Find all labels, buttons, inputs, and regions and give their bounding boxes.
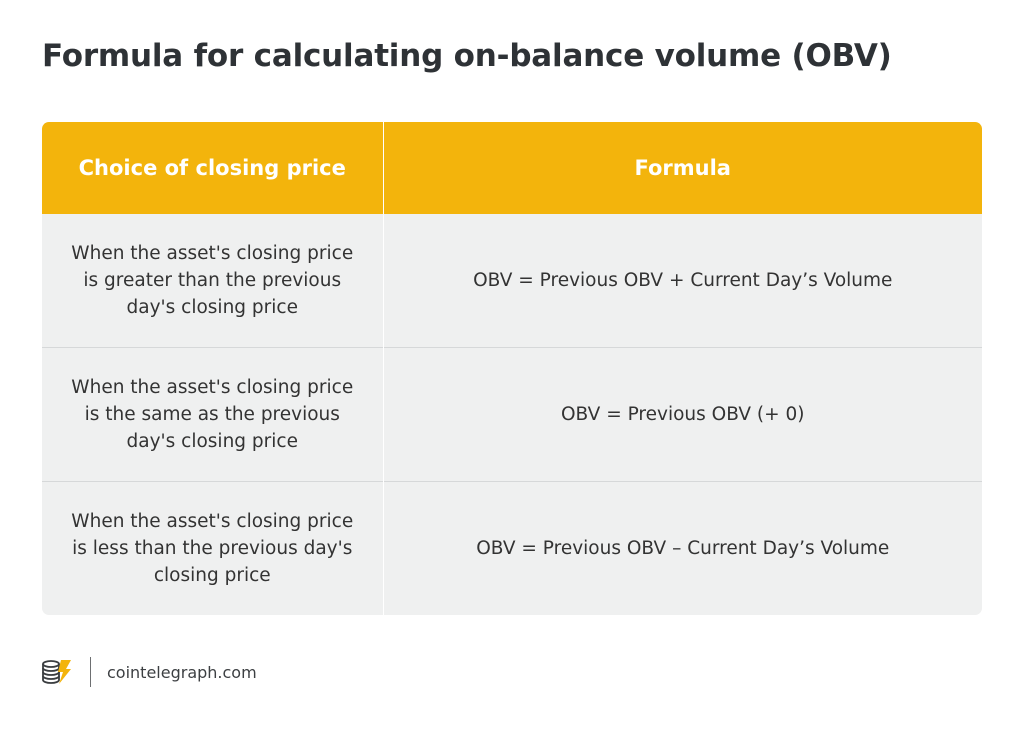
cointelegraph-logo-icon [42,660,71,684]
obv-table-container: Choice of closing price Formula When the… [42,122,982,615]
table-row: When the asset's closing price is the sa… [42,347,982,482]
formula-cell: OBV = Previous OBV (+ 0) [382,347,982,482]
condition-cell: When the asset's closing price is greate… [42,214,383,348]
site-url: cointelegraph.com [107,662,257,682]
condition-cell: When the asset's closing price is less t… [42,481,383,615]
column-header-formula: Formula [382,122,982,214]
table-row: When the asset's closing price is greate… [42,214,982,348]
footer: cointelegraph.com [40,655,257,689]
formula-cell: OBV = Previous OBV – Current Day’s Volum… [382,481,982,615]
column-header-closing-price: Choice of closing price [42,122,383,214]
table-header-row: Choice of closing price Formula [42,122,982,214]
formula-cell: OBV = Previous OBV + Current Day’s Volum… [382,214,982,348]
table-row: When the asset's closing price is less t… [42,481,982,615]
footer-divider [90,657,91,687]
condition-cell: When the asset's closing price is the sa… [42,347,383,482]
obv-formula-table: Choice of closing price Formula When the… [42,122,982,615]
page-title: Formula for calculating on-balance volum… [42,38,892,74]
